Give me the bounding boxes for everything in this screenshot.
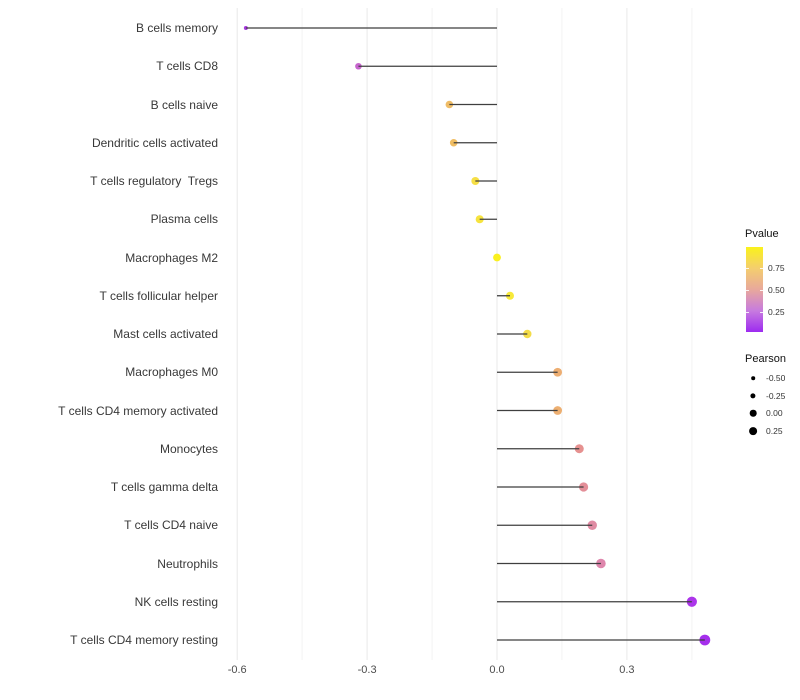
- lollipop-dot: [596, 558, 606, 569]
- category-label: T cells gamma delta: [110, 480, 218, 494]
- category-label: T cells CD4 naive: [124, 518, 218, 533]
- category-label: B cells naive: [150, 97, 218, 112]
- lollipop-dot: [493, 253, 501, 262]
- pearson-legend-dot: [751, 376, 755, 380]
- category-label: T cells CD4 memory activated: [58, 403, 218, 418]
- pearson-legend-label: -0.50: [766, 373, 786, 383]
- category-label: T cells CD8: [156, 59, 218, 74]
- category-label: T cells regulatory Tregs: [90, 174, 218, 188]
- pearson-legend-title: Pearson: [745, 353, 786, 365]
- category-label: Monocytes: [159, 441, 218, 456]
- category-label: NK cells resting: [134, 594, 218, 609]
- gradient-tick-mark: [760, 268, 763, 269]
- pvalue-tick-label: 0.50: [768, 285, 785, 295]
- category-label: Neutrophils: [157, 556, 218, 571]
- y-axis-labels: B cells memory T cells CD8 B cells naive De…: [0, 8, 222, 660]
- pearson-legend-label: 0.25: [766, 426, 783, 437]
- gradient-tick-mark: [760, 290, 763, 291]
- pvalue-legend-title: Pvalue: [745, 228, 779, 240]
- gradient-tick-mark: [760, 312, 763, 313]
- category-label: Macrophages M2: [125, 250, 218, 265]
- pearson-legend-dot: [749, 410, 757, 417]
- x-tick-label: -0.6: [227, 664, 247, 676]
- gradient-tick-mark: [746, 290, 749, 291]
- lollipop-dot: [574, 444, 584, 454]
- x-tick-label: 0.0: [489, 664, 505, 676]
- category-label: Dendritic cells activated: [91, 135, 218, 150]
- category-label: T cells CD4 memory resting: [70, 633, 218, 647]
- category-label: T cells follicular helper: [99, 288, 219, 303]
- pearson-legend-dot: [750, 393, 756, 399]
- gradient-tick-mark: [746, 312, 749, 313]
- gradient-tick-mark: [746, 268, 749, 269]
- pearson-legend-label: -0.25: [766, 390, 786, 401]
- category-label: Macrophages M0: [125, 365, 218, 380]
- x-tick-label: 0.3: [619, 664, 635, 676]
- x-tick-label: -0.3: [357, 664, 377, 676]
- pearson-legend-label: 0.00: [766, 408, 783, 419]
- plot-panel: [236, 8, 711, 660]
- category-label: Mast cells activated: [113, 327, 218, 341]
- pvalue-tick-label: 0.75: [768, 263, 785, 273]
- pvalue-tick-label: 0.25: [768, 307, 785, 317]
- category-label: Plasma cells: [150, 212, 218, 227]
- pearson-legend-dot: [749, 427, 757, 435]
- category-label: B cells memory: [135, 21, 218, 35]
- pvalue-gradient-bar: [746, 247, 763, 332]
